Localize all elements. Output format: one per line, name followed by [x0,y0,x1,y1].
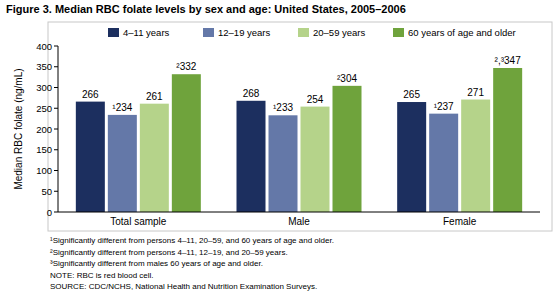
legend-label: 20–59 years [313,27,366,38]
bar [301,107,330,212]
data-label: ¹233 [273,102,293,113]
data-label: ²304 [337,73,357,84]
y-tick [54,66,58,67]
y-tick [54,212,58,213]
footnote: ³Significantly different from males 60 y… [50,259,263,268]
bar [76,102,105,212]
data-label: 265 [403,89,420,100]
legend-label: 12–19 years [218,27,271,38]
legend-swatch [203,28,214,37]
data-label: ¹234 [112,102,132,113]
data-label: ²332 [176,61,196,72]
bar [237,101,266,212]
bar [397,102,426,212]
y-tick [54,108,58,109]
legend: 4–11 years 12–19 years 20–59 years 60 years… [108,27,516,38]
chart: Figure 3. Median RBC folate levels by se… [0,0,560,303]
bars [76,68,522,212]
y-tick-label: 250 [36,103,52,114]
bar [172,74,201,212]
y-tick [54,129,58,130]
data-label: 271 [467,87,484,98]
y-tick [54,149,58,150]
data-labels: 266 ¹234 261 ²332 268 ¹233 254 ²304 265 ¹237 271 ²,… [82,55,521,113]
x-tick-label: Male [288,216,310,227]
y-tick-label: 400 [36,41,52,52]
footnote: ²Significantly different from persons 4–… [50,248,288,257]
legend-swatch [108,28,119,37]
data-label: 266 [82,89,99,100]
bar [333,86,362,212]
y-tick [54,191,58,192]
y-tick-label: 100 [36,165,52,176]
y-axis-label: Median RBC folate (ng/mL) [13,68,24,189]
y-tick [54,46,58,47]
footnote: SOURCE: CDC/NCHS, National Health and Nu… [50,282,317,291]
bar [140,104,169,212]
bar [493,68,522,212]
data-label: 254 [307,94,324,105]
legend-label: 4–11 years [123,27,170,38]
y-tick-label: 50 [41,186,52,197]
x-tick-label: Female [443,216,477,227]
bar [429,114,458,212]
x-tick-label: Total sample [110,216,167,227]
y-tick-label: 350 [36,61,52,72]
y-tick-label: 150 [36,144,52,155]
legend-label: 60 years of age and older [408,27,516,38]
data-label: 268 [243,88,260,99]
y-tick-label: 200 [36,124,52,135]
footnote: ¹Significantly different from persons 4–… [50,236,334,245]
y-tick-label: 300 [36,82,52,93]
y-tick-label: 0 [47,207,52,218]
y-tick [54,87,58,88]
y-tick [54,170,58,171]
frame [48,22,552,231]
legend-swatch [298,28,309,37]
data-label: ²,³347 [495,55,522,66]
bar [108,115,137,212]
footnote: NOTE: RBC is red blood cell. [50,271,154,280]
legend-swatch [393,28,404,37]
data-label: ¹237 [434,101,454,112]
bar [269,115,298,212]
bar [461,100,490,212]
x-axis [58,212,540,213]
data-label: 261 [146,91,163,102]
title: Figure 3. Median RBC folate levels by se… [6,3,406,15]
